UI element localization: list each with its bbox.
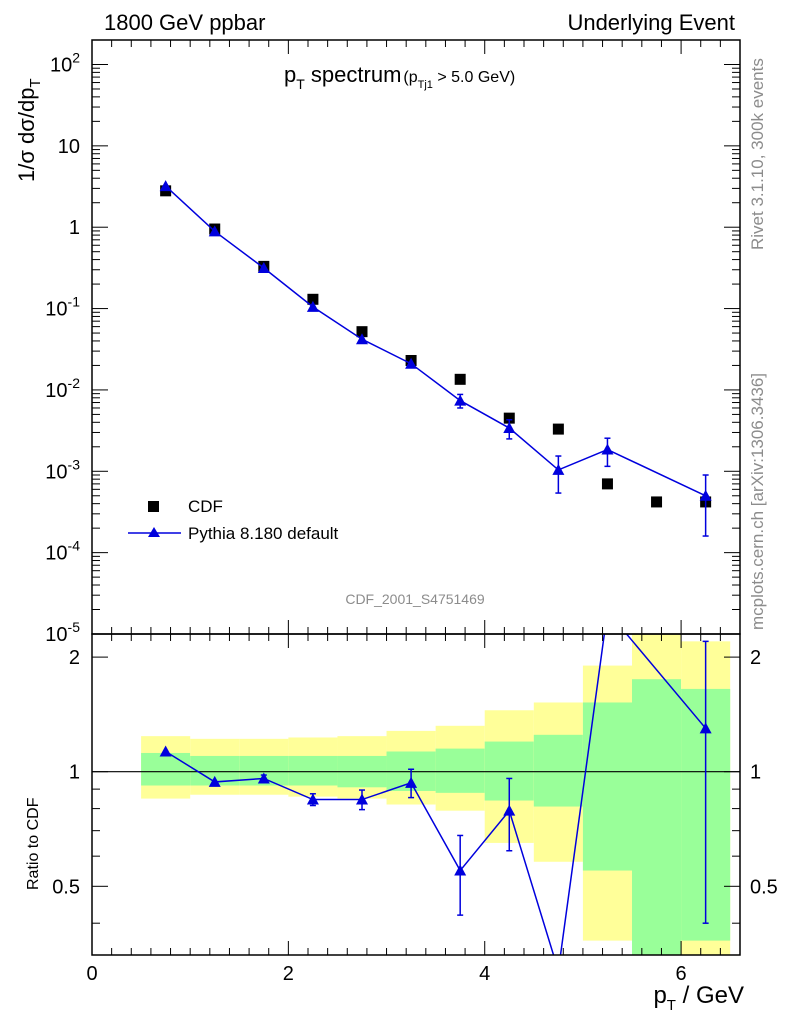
main-series [159,180,712,537]
x-axis-label-sub: T [667,997,676,1014]
ratio-mc-point-5 [405,776,418,788]
ratio-mc-point-8 [552,965,564,976]
plot-title: pT spectrum (pTj1 > 5.0 GeV) [284,62,515,92]
ratio-mc-point-10 [699,722,712,734]
band-inner-3 [288,755,338,786]
cdf-point-7 [503,412,515,424]
x-tick-label: 2 [283,963,294,985]
main-y-tick-label: 10 [58,136,80,158]
ratio-bands [141,634,731,955]
mc-point-6 [454,394,467,406]
title-rest: spectrum [305,62,402,87]
tick-base: 10 [45,380,67,402]
main-y-tick-label: 1 [69,217,80,239]
ratio-mc-point-1 [208,775,221,787]
ratio-mc-point-3 [306,793,319,805]
ratio-series [92,605,740,976]
title-cut-rest: > 5.0 GeV) [433,69,515,86]
side-label-rivet: Rivet 3.1.10, 300k events [748,58,767,250]
ratio-y-tick-label: 1 [69,762,80,784]
ratio-y-tick-label: 2 [69,647,80,669]
y-axis-label-main: 1/σ dσ/dpT [14,78,44,182]
legend-cdf-marker [148,501,159,512]
band-inner-8 [533,734,583,807]
title-cut-sub: Tj1 [418,79,433,91]
main-y-tick-label: 102 [50,49,80,76]
main-y-tick-label: 10-1 [45,294,80,321]
cdf-point-9 [601,478,613,490]
mc-point-10 [699,489,712,501]
main-frame [91,39,741,635]
tick-base: 10 [45,461,67,483]
title-p-sub: T [296,76,305,92]
mc-point-3 [306,300,319,312]
mc-point-7 [503,422,516,434]
ratio-y-tick-label: 0.5 [52,876,80,898]
title-cut-open: (p [403,69,417,86]
x-axis-label-p: p [653,982,666,1009]
tick-exp: -5 [68,619,81,635]
ratio-mc-group [159,605,712,976]
tick-base: 10 [45,543,67,565]
tick-exp: -3 [68,456,81,472]
y-axis-label-main-sub: T [27,78,44,87]
mc-point-5 [405,357,418,369]
tick-base: 10 [45,624,67,646]
ratio-mc-point-0 [159,745,172,757]
legend-mc-marker [148,527,160,537]
legend-mc-label: Pythia 8.180 default [188,524,339,543]
ratio-frame [91,633,741,956]
band-inner-10 [632,679,682,955]
mc-point-8 [552,463,565,475]
main-y-tick-label: 10-4 [45,538,80,565]
mc-line [165,185,706,497]
title-p: p [284,62,296,87]
y-axis-label-main-text: 1/σ dσ/dp [14,88,39,182]
cdf-point-10 [651,496,663,508]
x-tick-label: 4 [479,963,490,985]
main-y-tick-label: 10-3 [45,456,80,483]
tick-exp: 2 [72,49,80,65]
main-y-tick-label: 10-2 [45,375,80,402]
mc-point-2 [257,262,270,274]
x-axis-label-rest: / GeV [676,982,744,1009]
cdf-point-4 [356,326,368,338]
x-axis-label: pT / GeV [653,982,744,1014]
tick-exp: -2 [68,375,81,391]
ratio-mc-point-7 [503,804,516,816]
ratio-y-tick-label-right: 0.5 [750,876,778,898]
x-tick-label: 0 [86,963,97,985]
tick-exp: -4 [68,538,81,554]
mc-point-9 [601,443,614,455]
main-y-tick-label: 10-5 [45,619,80,646]
band-inner-6 [435,748,485,793]
mc-point-4 [356,333,368,345]
tick-exp: -1 [68,294,81,310]
ratio-mc-point-2 [257,772,270,784]
mc-point-0 [159,180,172,192]
x-tick-label: 6 [676,963,687,985]
analysis-id: CDF_2001_S4751469 [345,591,485,607]
tick-base: 10 [50,54,72,76]
ratio-mc-point-6 [454,864,467,876]
y-axis-label-ratio: Ratio to CDF [25,797,42,890]
ratio-mc-point-4 [356,793,368,805]
cdf-point-3 [307,293,319,305]
side-label-mcplots: mcplots.cern.ch [arXiv:1306.3436] [748,373,767,630]
cdf-point-6 [454,373,466,385]
cdf-point-8 [552,423,564,435]
header-left: 1800 GeV ppbar [104,10,265,35]
ratio-mc-point-9 [601,605,613,616]
band-inner-9 [582,702,632,871]
header-right: Underlying Event [567,10,735,35]
ratio-y-tick-label-right: 2 [750,647,761,669]
tick-base: 10 [45,299,67,321]
ratio-y-tick-label-right: 1 [750,762,761,784]
mc-point-1 [208,225,221,237]
legend-cdf-label: CDF [188,497,223,516]
band-inner-0 [141,752,191,786]
